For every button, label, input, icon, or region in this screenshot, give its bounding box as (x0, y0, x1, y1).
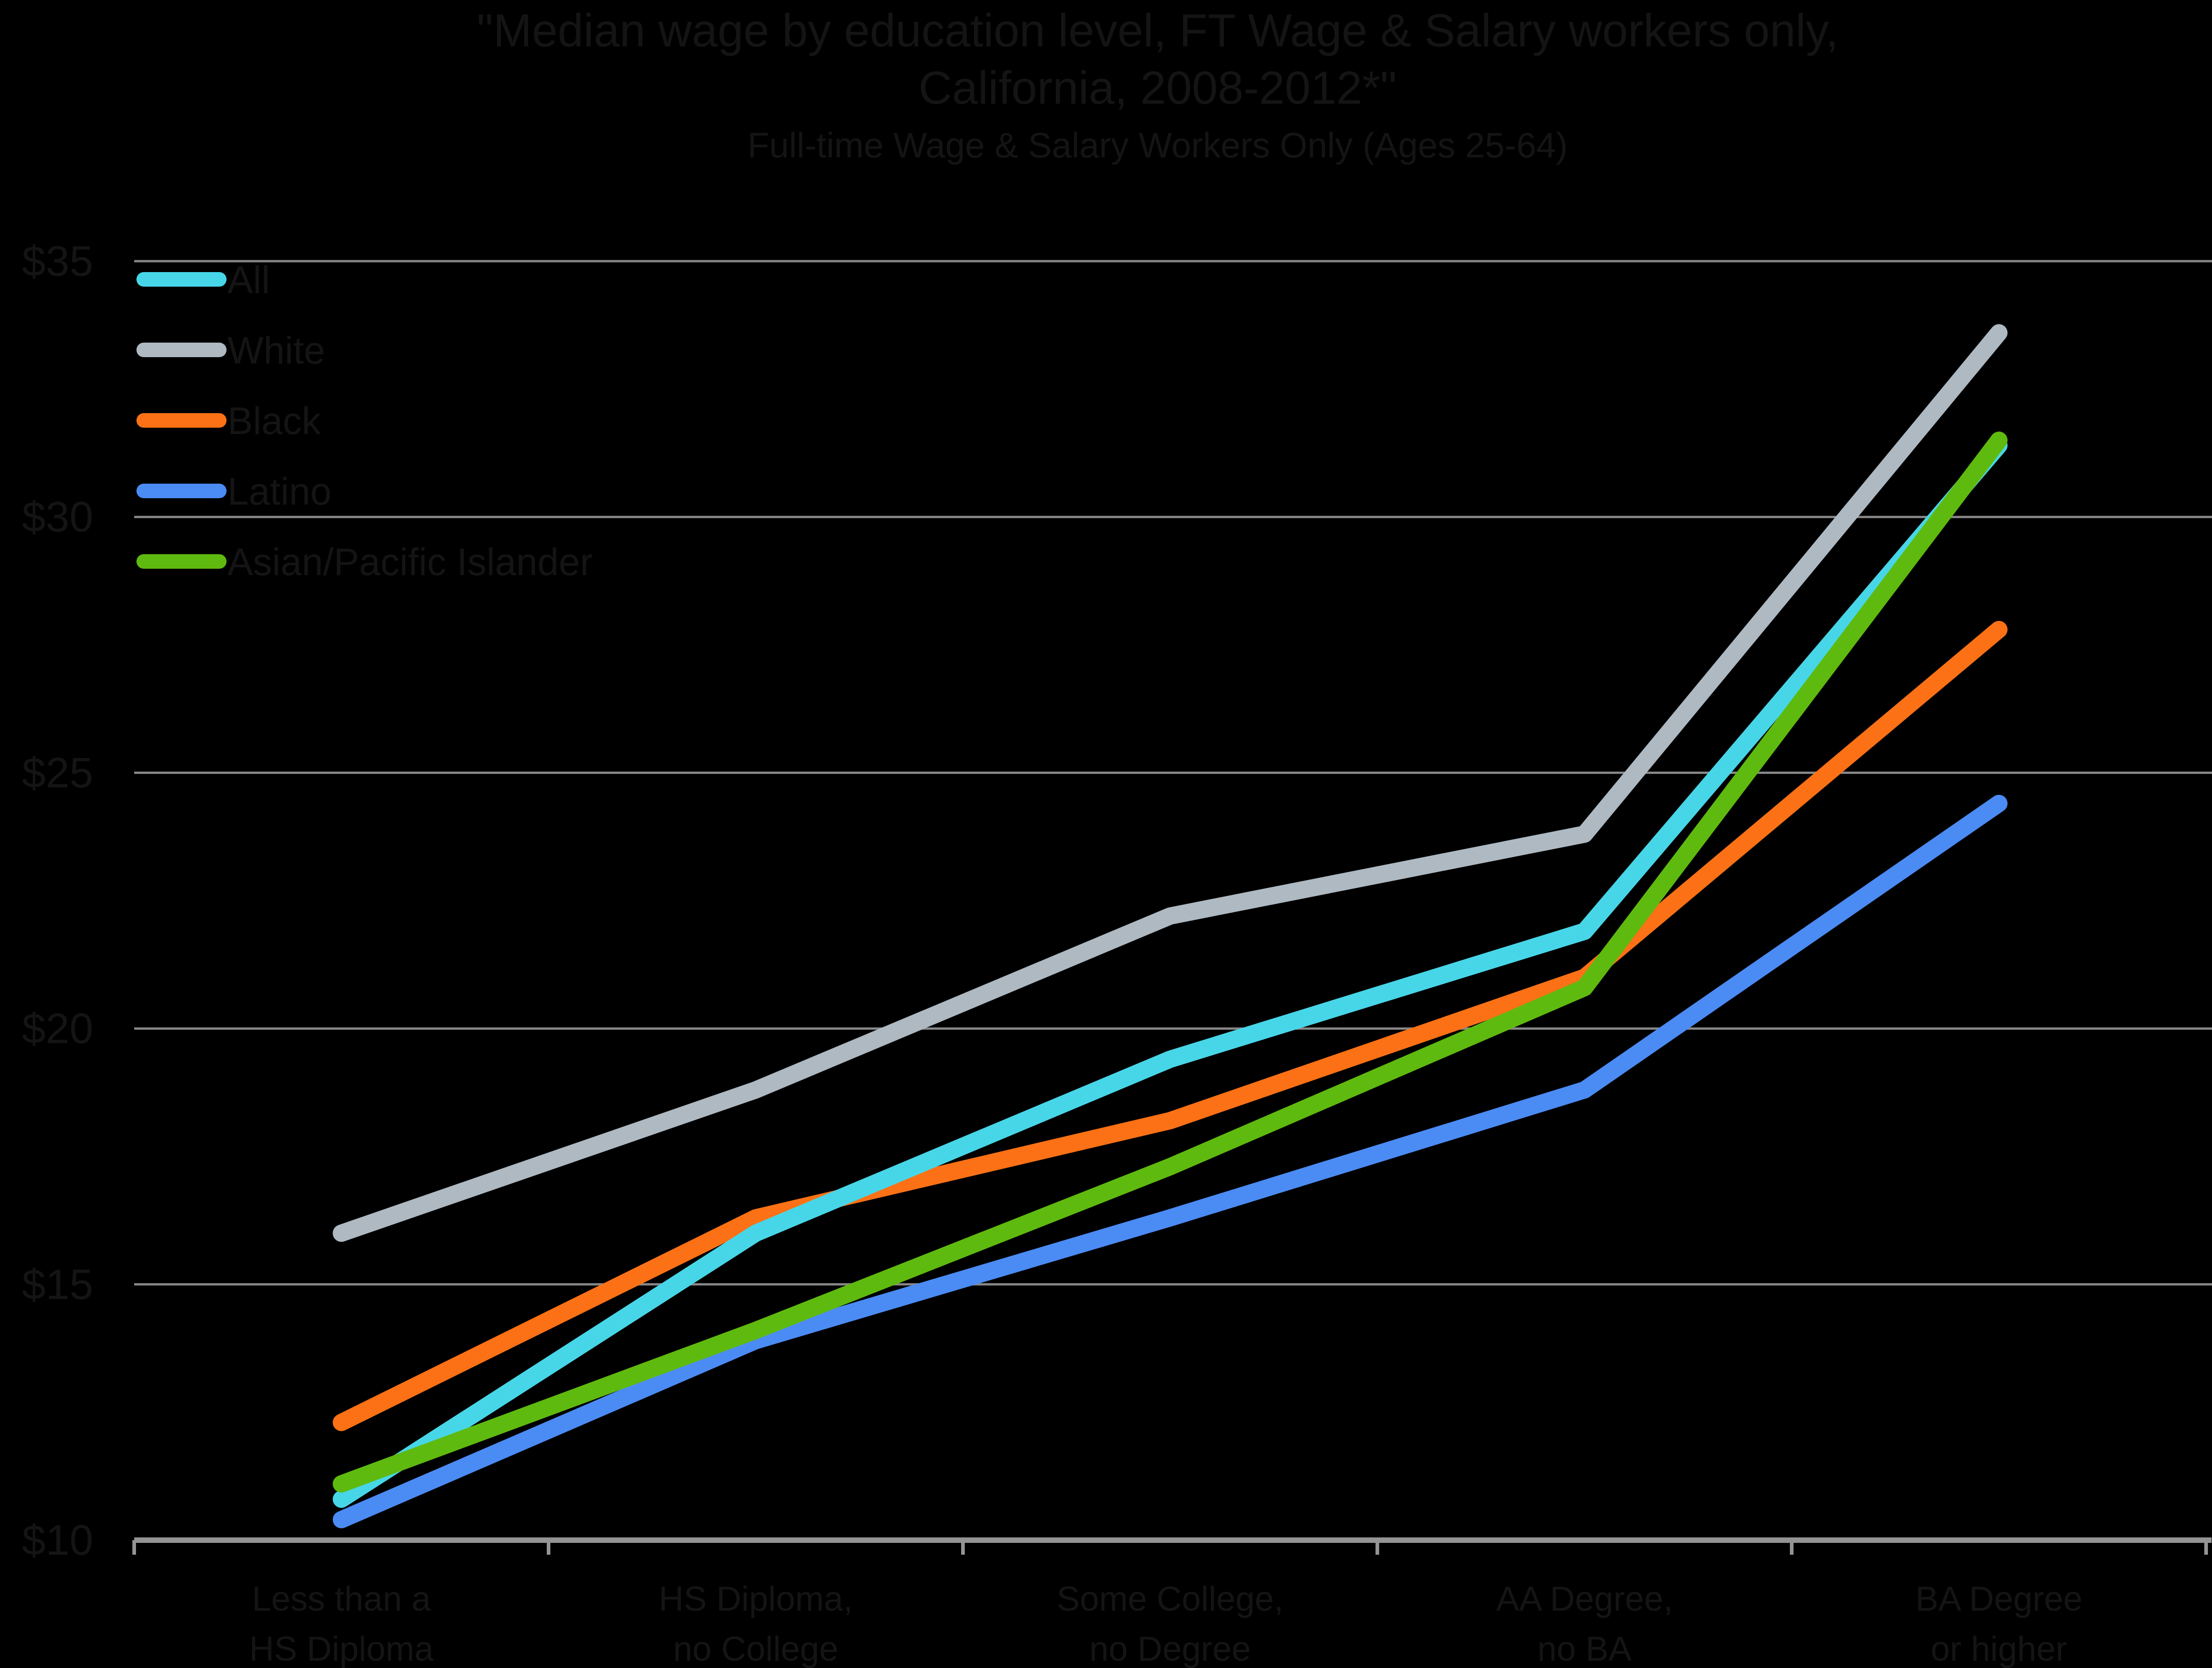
x-axis-category-label: or higher (1931, 1630, 2067, 1668)
y-axis-labels: $10 $15 $20 $25 $30 $35 (22, 237, 93, 1564)
chart-title-line2: California, 2008-2012*" (918, 62, 1396, 114)
x-axis-category-label: no BA (1537, 1630, 1632, 1668)
x-axis-category-label: no Degree (1089, 1630, 1251, 1668)
y-axis-tick-label: $25 (22, 748, 93, 796)
y-axis-tick-label: $30 (22, 493, 93, 541)
series-lines (333, 324, 2008, 1529)
y-axis-tick-label: $15 (22, 1260, 93, 1308)
y-axis-tick-label: $20 (22, 1005, 93, 1052)
legend-item: White (136, 329, 325, 372)
series-line-asian-pacific-islander (333, 431, 2008, 1493)
series-line-latino (333, 794, 2008, 1529)
y-axis-tick-label: $10 (22, 1516, 93, 1564)
legend-label: Latino (227, 470, 332, 513)
y-axis-tick-label: $35 (22, 237, 93, 285)
series-line-black (333, 621, 2008, 1431)
gridlines (134, 260, 2212, 1286)
x-axis-category-label: BA Degree (1915, 1580, 2083, 1618)
legend-item: All (136, 258, 270, 301)
chart-subtitle: Full-time Wage & Salary Workers Only (Ag… (747, 125, 1567, 165)
x-axis-category-label: Some College, (1057, 1580, 1284, 1618)
x-axis-category-label: HS Diploma (249, 1630, 434, 1668)
legend: All White Black Latino Asian/Pacific Islande… (136, 258, 593, 583)
legend-label: All (227, 258, 270, 301)
legend-item: Black (136, 399, 321, 442)
x-axis-category-label: Less than a (252, 1580, 431, 1618)
legend-item: Asian/Pacific Islander (136, 541, 593, 583)
x-axis-labels: Less than a HS Diploma HS Diploma, no Colle… (249, 1580, 2083, 1668)
x-axis-category-label: no College (673, 1630, 838, 1668)
legend-label: Black (227, 399, 321, 442)
legend-label: White (227, 329, 325, 372)
series-line-white (333, 324, 2008, 1242)
legend-item: Latino (136, 470, 332, 513)
x-axis (132, 1537, 2212, 1555)
series-line-all (333, 436, 2008, 1508)
x-axis-category-label: AA Degree, (1496, 1580, 1673, 1618)
legend-label: Asian/Pacific Islander (227, 541, 593, 583)
x-axis-category-label: HS Diploma, (659, 1580, 853, 1618)
chart-title-line1: "Median wage by education level, FT Wage… (477, 5, 1839, 56)
